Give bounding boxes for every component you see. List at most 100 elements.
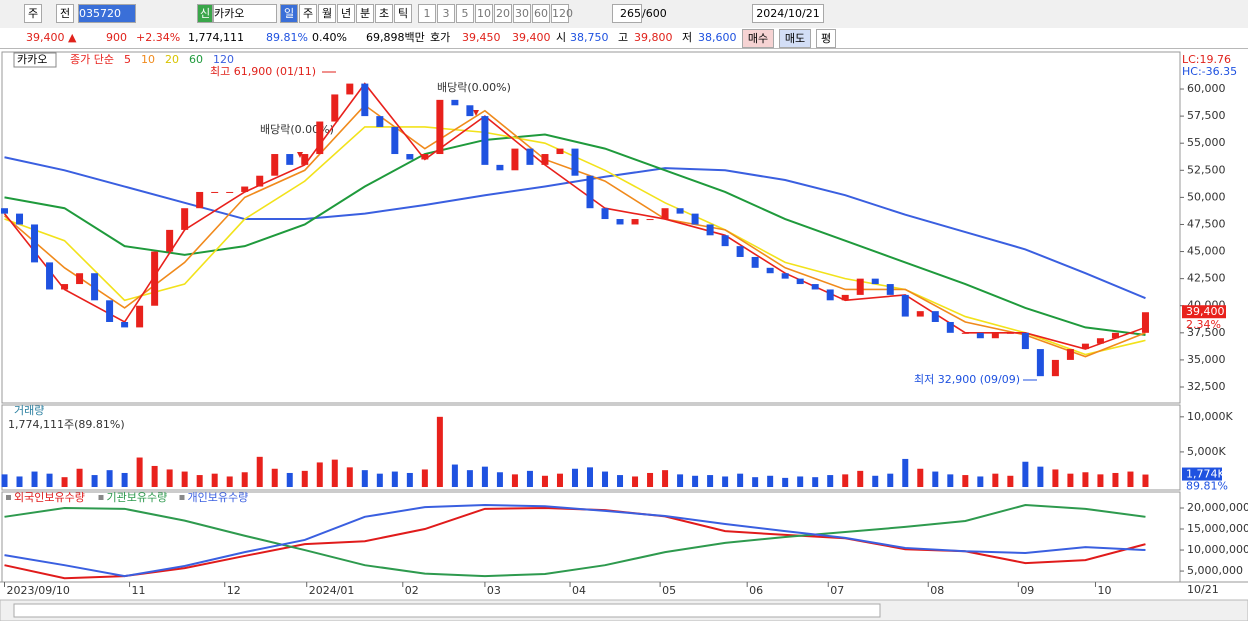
lc-label: LC:19.76 bbox=[1182, 53, 1231, 66]
candle bbox=[886, 284, 894, 295]
volume-bar bbox=[857, 470, 864, 487]
volume-bar bbox=[692, 475, 699, 487]
volume-bar bbox=[286, 472, 293, 487]
volume-bar bbox=[962, 475, 969, 487]
low-label: 저 bbox=[682, 31, 693, 44]
volume-bar bbox=[151, 465, 158, 487]
interval-button[interactable]: 일 bbox=[280, 4, 298, 23]
prev-button[interactable]: 전 bbox=[56, 4, 74, 23]
count-button[interactable]: 30 bbox=[513, 4, 531, 23]
x-tick-label: 09 bbox=[1020, 584, 1034, 597]
change-pct: +2.34% bbox=[136, 31, 181, 44]
candle bbox=[961, 332, 969, 334]
interval-button[interactable]: 분 bbox=[356, 4, 374, 23]
candle bbox=[346, 83, 354, 95]
candle bbox=[46, 262, 54, 290]
volume-bar bbox=[662, 470, 669, 487]
volume-bar bbox=[91, 475, 98, 487]
x-tick-label: 10 bbox=[1097, 584, 1111, 597]
volume-bar bbox=[1082, 472, 1089, 487]
legend-swatch bbox=[98, 495, 104, 500]
volume-bar bbox=[46, 473, 53, 487]
candle bbox=[406, 154, 414, 160]
dividend-marker bbox=[297, 152, 303, 158]
legend-item: 외국인보유수량 bbox=[14, 491, 85, 504]
volume-bar bbox=[361, 470, 368, 487]
y-tick-label: 60,000 bbox=[1187, 82, 1226, 95]
code-input[interactable]: 035720 bbox=[78, 4, 136, 23]
candle bbox=[841, 294, 849, 301]
candle bbox=[661, 208, 669, 220]
volume-bar bbox=[872, 475, 879, 487]
candle bbox=[136, 305, 144, 328]
volume-bar bbox=[1, 474, 8, 487]
interval-button[interactable]: 년 bbox=[337, 4, 355, 23]
y-tick-label: 20,000,000 bbox=[1187, 501, 1248, 514]
buy-button[interactable]: 매수 bbox=[742, 29, 774, 48]
candle bbox=[241, 186, 249, 192]
scroll-track[interactable] bbox=[13, 603, 881, 618]
last-change-label: 2.34% bbox=[1186, 318, 1221, 331]
x-tick-label: 03 bbox=[487, 584, 501, 597]
candle bbox=[1141, 312, 1149, 333]
x-tick-label: 02 bbox=[405, 584, 419, 597]
interval-button[interactable]: 월 bbox=[318, 4, 336, 23]
name-box bbox=[13, 52, 57, 68]
count-button[interactable]: 120 bbox=[551, 4, 573, 23]
avg-button[interactable]: 평 bbox=[816, 29, 836, 48]
volume-bar bbox=[1097, 474, 1104, 487]
count-button[interactable]: 60 bbox=[532, 4, 550, 23]
period-select[interactable]: 주 bbox=[24, 4, 42, 23]
volume-bar bbox=[166, 469, 173, 487]
y-tick-label: 35,000 bbox=[1187, 353, 1226, 366]
y-tick-label: 37,500 bbox=[1187, 326, 1226, 339]
candle bbox=[271, 154, 279, 176]
interval-button[interactable]: 틱 bbox=[394, 4, 412, 23]
interval-button[interactable]: 주 bbox=[299, 4, 317, 23]
sell-button[interactable]: 매도 bbox=[779, 29, 811, 48]
x-tick-label: 06 bbox=[749, 584, 763, 597]
date-input[interactable]: 2024/10/21 bbox=[752, 4, 824, 23]
last-price-box bbox=[1182, 305, 1226, 319]
candle bbox=[541, 154, 549, 165]
y-tick-label: 45,000 bbox=[1187, 245, 1226, 258]
volume-bar bbox=[481, 466, 488, 487]
last-volume-box bbox=[1182, 467, 1222, 481]
count-button[interactable]: 1 bbox=[418, 4, 436, 23]
candle bbox=[391, 126, 399, 155]
candle bbox=[301, 154, 309, 165]
volume-bar bbox=[992, 473, 999, 487]
dividend-marker bbox=[473, 110, 479, 116]
candle bbox=[76, 273, 84, 285]
volume-bar bbox=[1022, 461, 1029, 487]
candle bbox=[436, 99, 444, 155]
volume-bar bbox=[211, 473, 218, 487]
volume-bar bbox=[496, 472, 503, 487]
count-button[interactable]: 3 bbox=[437, 4, 455, 23]
volume-bar bbox=[1127, 471, 1134, 487]
candle bbox=[616, 219, 624, 225]
count-button[interactable]: 5 bbox=[456, 4, 474, 23]
y-tick-label: 50,000 bbox=[1187, 190, 1226, 203]
volume-bar bbox=[1112, 472, 1119, 487]
volume-bar bbox=[587, 467, 593, 487]
last-price-label: 39,400 bbox=[1186, 305, 1225, 318]
candle bbox=[811, 284, 819, 290]
candle bbox=[1006, 332, 1014, 334]
candle bbox=[286, 154, 294, 165]
interval-button[interactable]: 초 bbox=[375, 4, 393, 23]
volume-bar bbox=[902, 458, 909, 487]
count-input[interactable]: 265 bbox=[612, 4, 642, 23]
name-field: 카카오 bbox=[213, 4, 277, 23]
count-button[interactable]: 10 bbox=[475, 4, 493, 23]
candle bbox=[91, 273, 99, 301]
volume-bar bbox=[827, 475, 834, 487]
candle bbox=[481, 116, 489, 165]
y-tick-label: 42,500 bbox=[1187, 272, 1226, 285]
volume-bar bbox=[842, 474, 849, 487]
volume-bar bbox=[767, 475, 774, 487]
candle bbox=[61, 284, 69, 290]
count-button[interactable]: 20 bbox=[494, 4, 512, 23]
volume-bar bbox=[632, 476, 639, 487]
